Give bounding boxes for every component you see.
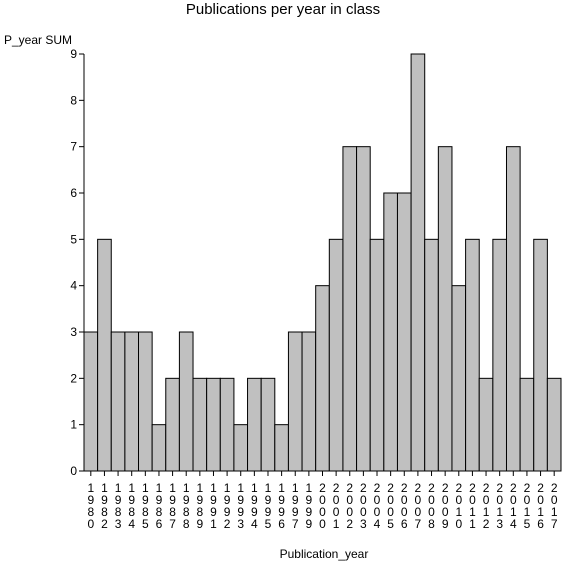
bar-2001 — [328, 238, 344, 472]
bar-1983 — [110, 331, 126, 472]
bar-2015 — [519, 377, 535, 472]
bar-1987 — [165, 377, 180, 472]
bar-2011 — [465, 238, 480, 472]
bar-1985 — [138, 331, 153, 472]
bar-1992 — [219, 377, 235, 472]
bar-2017 — [546, 377, 562, 472]
bar-2000 — [315, 285, 330, 472]
y-tick-label: 4 — [70, 279, 77, 293]
y-tick-label: 5 — [70, 232, 77, 246]
bar-2014 — [505, 146, 521, 472]
y-tick-label: 1 — [70, 418, 77, 432]
bar-1982 — [97, 238, 112, 472]
bar-1995 — [260, 377, 276, 472]
bar-1996 — [274, 424, 289, 472]
bar-2007 — [410, 53, 426, 472]
x-axis-title: Publication_year — [280, 547, 369, 561]
bar-2012 — [478, 377, 494, 472]
bar-1997 — [287, 331, 303, 472]
y-tick-label: 3 — [70, 325, 77, 339]
bar-1984 — [124, 331, 140, 472]
bar-2013 — [492, 238, 507, 472]
y-tick-label: 7 — [70, 140, 77, 154]
y-tick-label: 9 — [70, 47, 77, 61]
bar-2002 — [342, 146, 358, 472]
bar-2010 — [451, 285, 467, 472]
bar-2004 — [369, 238, 385, 472]
bar-2006 — [396, 192, 412, 472]
y-tick-label: 6 — [70, 186, 77, 200]
bar-1989 — [192, 377, 208, 472]
x-axis: 1 9 8 0 1 9 8 2 1 9 8 3 1 9 8 4 1 9 8 5 1 9 8 6 1 9 8 7 1 9 8 8 1 9 8 9 1 9 9 1… — [84, 470, 561, 531]
y-axis-title: P_year SUM — [4, 33, 72, 47]
bar-2009 — [437, 146, 453, 472]
bar-2016 — [533, 238, 548, 472]
bar-2005 — [383, 192, 398, 472]
bar-1993 — [233, 424, 249, 472]
bar-1986 — [151, 424, 167, 472]
bar-1999 — [301, 331, 317, 472]
y-axis: 0 1 2 3 4 5 6 7 8 9 — [70, 47, 85, 478]
bar-1991 — [206, 377, 221, 472]
bar-2008 — [424, 238, 439, 472]
bars-group — [83, 53, 562, 472]
bar-1994 — [247, 377, 262, 472]
bar-1988 — [178, 331, 194, 472]
chart-title: Publications per year in class — [186, 1, 380, 18]
y-tick-label: 8 — [70, 93, 77, 107]
y-tick-label: 2 — [70, 371, 77, 385]
y-tick-label: 0 — [70, 464, 77, 478]
bar-2003 — [356, 146, 371, 472]
bar-1980 — [83, 331, 99, 472]
